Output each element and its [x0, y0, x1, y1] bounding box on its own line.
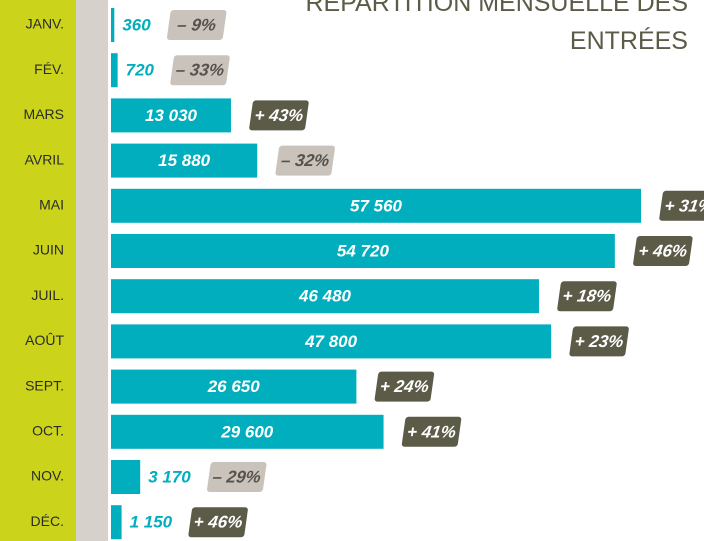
bar: [111, 505, 122, 540]
change-badge: + 18%: [557, 281, 617, 312]
value-label: 720: [126, 61, 155, 80]
category-label: DÉC.: [31, 513, 64, 529]
bar: [111, 369, 357, 404]
bar: [111, 53, 118, 88]
change-label: + 18%: [561, 287, 612, 306]
change-label: + 46%: [192, 513, 243, 532]
change-badge: + 23%: [569, 326, 629, 357]
change-badge: – 29%: [207, 462, 267, 492]
change-label: – 29%: [211, 468, 262, 487]
bar: [111, 143, 258, 178]
bar: [111, 188, 641, 223]
change-badge: – 33%: [170, 55, 230, 86]
category-label: JUIL.: [31, 287, 64, 303]
bar: [111, 98, 231, 133]
change-badge-bg: [275, 145, 335, 176]
change-label: – 9%: [176, 16, 217, 35]
category-label: OCT.: [32, 423, 64, 439]
change-badge-bg: [569, 326, 629, 357]
change-badge: – 9%: [166, 10, 227, 40]
category-label: JUIN: [33, 242, 64, 258]
change-label: + 43%: [253, 106, 304, 125]
chart-title: RÉPARTITION MENSUELLE DES ENTRÉES: [305, 0, 689, 55]
change-label: – 33%: [175, 61, 226, 80]
category-label: AVRIL: [25, 151, 65, 167]
category-label: MARS: [24, 106, 64, 122]
change-badge-bg: [170, 55, 230, 86]
category-label: JANV.: [26, 16, 64, 32]
label-column: [0, 0, 76, 541]
change-label: – 32%: [280, 151, 331, 170]
change-badge: + 43%: [249, 100, 309, 131]
value-label: 47 800: [304, 332, 358, 351]
change-badge: + 31%: [659, 190, 704, 221]
change-badge: + 24%: [374, 371, 435, 402]
change-badge: + 41%: [401, 416, 462, 447]
category-label: FÉV.: [34, 61, 64, 77]
value-label: 57 560: [350, 196, 403, 215]
category-label: MAI: [39, 197, 64, 213]
axis-strip: [76, 0, 108, 541]
value-label: 15 880: [158, 151, 211, 170]
bar: [111, 324, 552, 359]
category-label: AOÛT: [25, 332, 64, 348]
value-label: 1 150: [130, 513, 173, 532]
bar: [111, 279, 539, 314]
change-badge: + 46%: [188, 507, 248, 538]
change-badge-bg: [207, 462, 267, 492]
change-badge-bg: [374, 371, 435, 402]
change-label: + 46%: [637, 242, 688, 261]
bar: [111, 460, 141, 494]
bar: [111, 8, 115, 42]
change-badge-bg: [557, 281, 617, 312]
value-label: 29 600: [220, 422, 274, 441]
change-label: + 41%: [406, 422, 457, 441]
change-badge-bg: [249, 100, 309, 131]
value-label: 360: [122, 15, 151, 34]
value-label: 13 030: [145, 106, 198, 125]
change-label: + 31%: [663, 196, 704, 215]
category-label: SEPT.: [25, 377, 64, 393]
bar: [111, 414, 384, 449]
value-label: 46 480: [298, 287, 352, 306]
value-label: 26 650: [207, 377, 261, 396]
change-badge-bg: [633, 236, 693, 266]
change-badge-bg: [166, 10, 227, 40]
value-label: 3 170: [148, 467, 191, 486]
value-label: 54 720: [337, 241, 390, 260]
bar: [111, 234, 615, 268]
change-label: + 23%: [573, 332, 624, 351]
change-badge: + 46%: [633, 236, 693, 266]
change-badge: – 32%: [275, 145, 335, 176]
change-label: + 24%: [379, 377, 430, 396]
change-badge-bg: [401, 416, 462, 447]
category-label: NOV.: [31, 468, 64, 484]
change-badge-bg: [188, 507, 248, 538]
